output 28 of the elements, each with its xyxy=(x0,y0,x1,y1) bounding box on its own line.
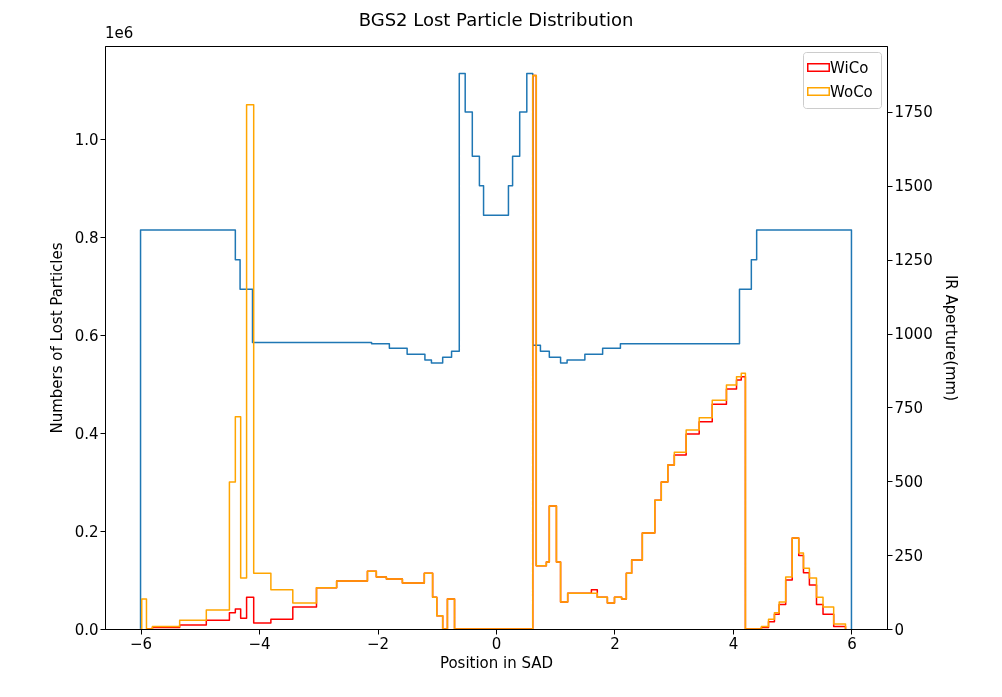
y-tick-label: 0.6 xyxy=(74,326,99,345)
x-axis-title: Position in SAD xyxy=(439,653,554,672)
x-tick-label: 0 xyxy=(491,634,502,653)
x-tick-label: −4 xyxy=(248,634,271,653)
y2-tick-label: 1000 xyxy=(894,325,933,344)
x-tick-label: −2 xyxy=(366,634,390,653)
y-tick-label: 0.2 xyxy=(74,522,99,541)
y2-tick-label: 1250 xyxy=(894,251,933,270)
legend-label: WiCo xyxy=(830,58,869,77)
y-tick-label: 0.0 xyxy=(74,620,99,639)
chart-title: BGS2 Lost Particle Distribution xyxy=(358,9,634,30)
y2-tick-label: 500 xyxy=(894,472,924,491)
y2-tick-label: 0 xyxy=(894,620,905,639)
x-tick-label: 6 xyxy=(847,634,857,653)
y2-tick-label: 250 xyxy=(894,546,924,565)
x-tick-label: −6 xyxy=(129,634,153,653)
y2-axis-title: IR Aperture(mm) xyxy=(941,274,960,402)
text: 1e6 xyxy=(105,24,134,42)
x-tick-label: 2 xyxy=(610,634,620,653)
y-tick-label: 0.4 xyxy=(74,424,99,443)
y2-tick-label: 750 xyxy=(894,398,924,417)
y-axis-title: Numbers of Lost Particles xyxy=(47,242,66,434)
y2-tick-label: 1750 xyxy=(894,103,933,122)
y-tick-label: 0.8 xyxy=(74,228,99,247)
y2-tick-label: 1500 xyxy=(894,177,933,196)
y-tick-label: 1.0 xyxy=(74,130,99,149)
x-tick-label: 4 xyxy=(728,634,739,653)
legend-label: WoCo xyxy=(830,82,873,101)
